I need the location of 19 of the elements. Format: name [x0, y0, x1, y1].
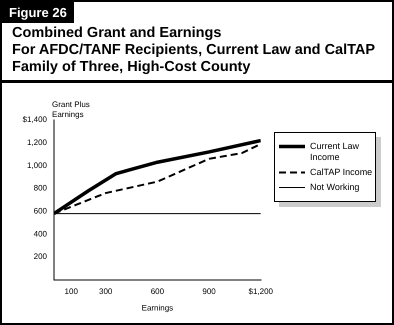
- y-tick-label: 1,200: [26, 138, 48, 148]
- x-tick-label: $1,200: [248, 286, 274, 296]
- legend-label: Not Working: [310, 182, 360, 193]
- y-tick-label: $1,400: [22, 115, 48, 124]
- x-axis-title: Earnings: [142, 303, 174, 312]
- y-tick-label: 1,000: [26, 160, 48, 170]
- y-tick-label: 800: [34, 184, 48, 193]
- x-tick-label: 300: [99, 286, 113, 296]
- y-tick-label: 200: [34, 252, 48, 262]
- chart-title: Combined Grant and Earnings For AFDC/TANF Recipients, Current Law and CalTAP Family of Three, High-Cost County: [12, 25, 376, 76]
- y-tick-label: 400: [34, 229, 48, 238]
- x-tick-label: 600: [150, 286, 165, 296]
- x-tick-label: 100: [64, 286, 78, 296]
- legend-label: CalTAP Income: [310, 167, 372, 178]
- y-axis-title: Grant Plus Earnings: [52, 100, 90, 120]
- legend-label: Current Law Income: [310, 141, 360, 163]
- caption: Figure 26: [2, 2, 74, 23]
- y-tick-label: 600: [34, 206, 48, 216]
- x-tick-label: 900: [202, 286, 216, 296]
